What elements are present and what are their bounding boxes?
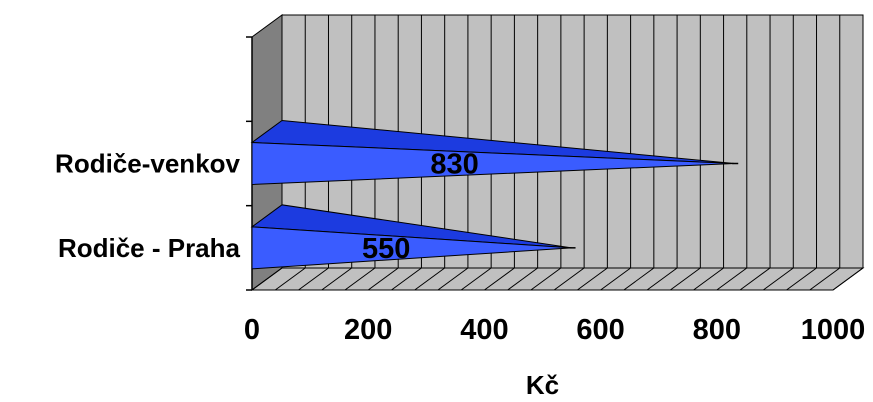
data-label: 550 <box>362 233 410 265</box>
x-tick-label: 600 <box>576 314 624 346</box>
floor-grid-line <box>809 267 841 291</box>
category-labels: Rodiče - Praha Rodiče-venkov <box>55 149 240 263</box>
y-axis-ticks <box>246 36 252 291</box>
bars: 550 830 <box>250 119 739 270</box>
x-axis-ticks: 0 200 400 600 800 1000 <box>244 314 865 346</box>
floor-grid-line <box>832 267 864 291</box>
bar-front <box>251 141 735 186</box>
floor-grid-line <box>553 267 585 291</box>
bar-front <box>251 226 572 270</box>
x-tick-label: 0 <box>244 314 260 346</box>
x-tick-label: 200 <box>344 314 392 346</box>
floor-grid-line <box>762 267 794 291</box>
floor-grid-line <box>693 267 724 291</box>
floor-grid-lines <box>251 267 864 291</box>
floor-grid-line <box>716 267 748 291</box>
floor-grid-line <box>670 267 701 291</box>
floor-grid-line <box>507 267 538 291</box>
bar: 830 <box>250 119 739 186</box>
floor-grid-line <box>251 267 283 291</box>
floor-grid-line <box>437 267 469 291</box>
floor <box>250 267 865 291</box>
floor-grid-line <box>577 267 608 291</box>
x-axis-title: Kč <box>526 370 559 400</box>
floor-grid-line <box>484 267 515 291</box>
x-tick-label: 400 <box>460 314 508 346</box>
floor-grid-line <box>600 267 631 291</box>
floor-grid-line <box>274 267 306 291</box>
data-label: 830 <box>430 149 478 181</box>
x-tick-label: 800 <box>693 314 741 346</box>
floor-grid-line <box>367 267 399 291</box>
floor-grid-line <box>739 267 771 291</box>
floor-grid-line <box>646 267 678 291</box>
floor-grid-line <box>460 267 492 291</box>
floor-grid-line <box>623 267 655 291</box>
category-label: Rodiče-venkov <box>55 149 240 179</box>
floor-grid-line <box>786 267 817 291</box>
floor-grid-line <box>344 267 376 291</box>
bar: 550 <box>250 204 576 270</box>
floor-grid-line <box>530 267 562 291</box>
floor-grid-line <box>298 267 329 291</box>
floor-grid-line <box>414 267 445 291</box>
floor-grid-line <box>391 267 422 291</box>
floor-grid-line <box>321 267 353 291</box>
x-tick-label: 1000 <box>801 314 866 346</box>
category-label: Rodiče - Praha <box>58 233 241 263</box>
